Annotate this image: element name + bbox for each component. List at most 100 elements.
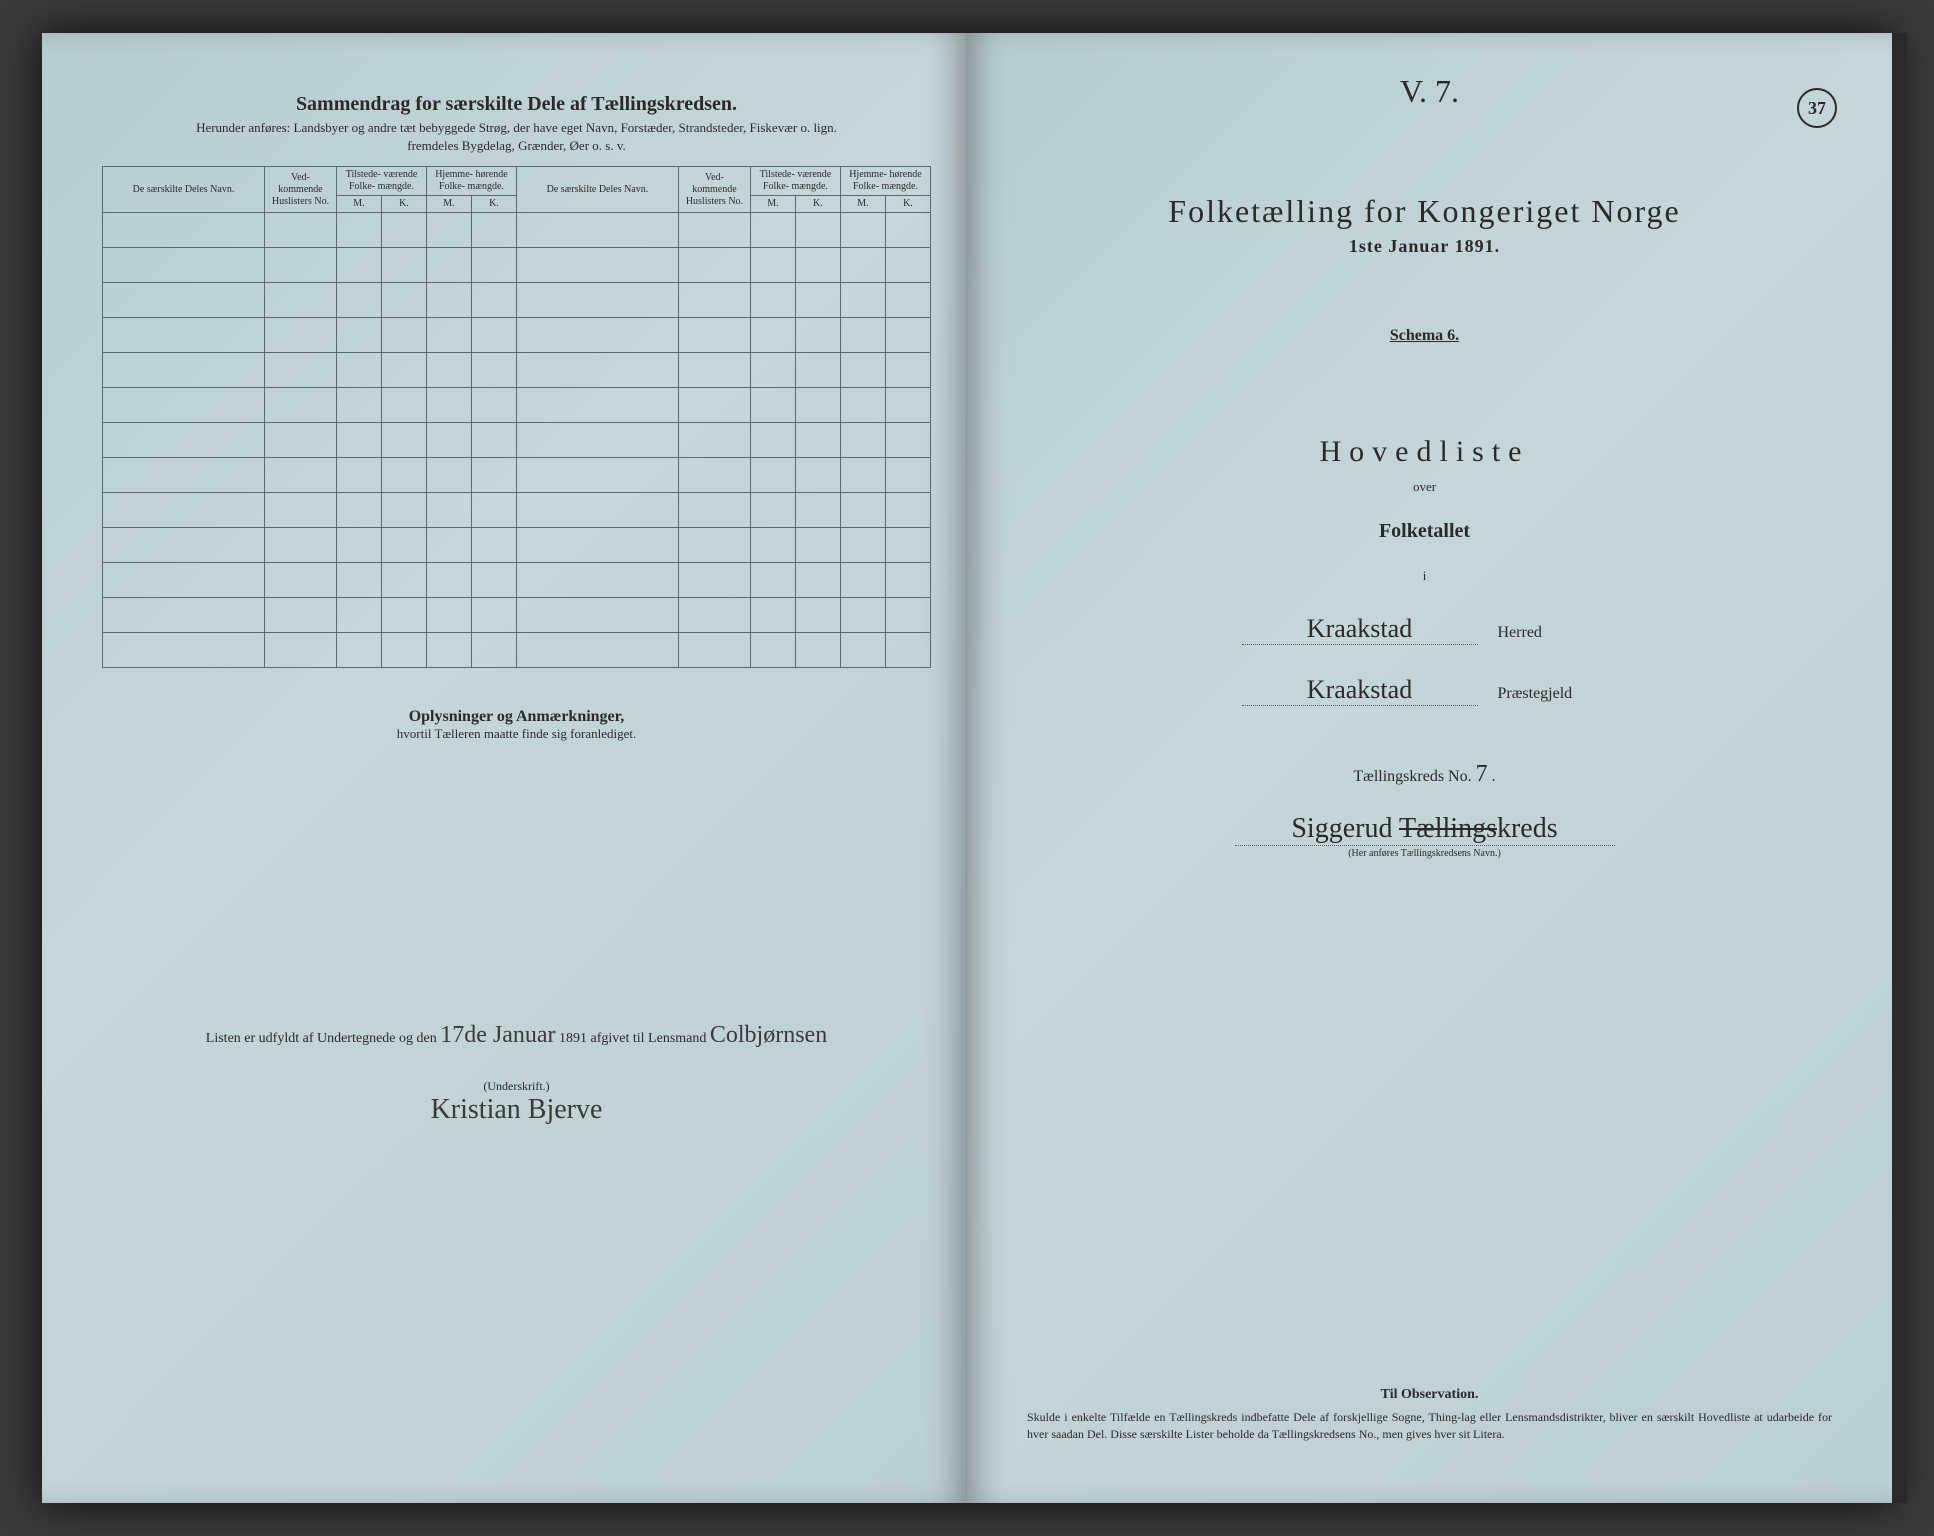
table-cell (103, 493, 265, 528)
table-cell (840, 318, 885, 353)
table-cell (471, 458, 516, 493)
table-cell (103, 598, 265, 633)
table-cell (840, 388, 885, 423)
listen-prefix: Listen er udfyldt af Undertegnede og den (206, 1031, 440, 1046)
summary-table: De særskilte Deles Navn. Ved- kommende H… (102, 166, 931, 668)
table-cell (516, 493, 678, 528)
table-cell (795, 388, 840, 423)
table-cell (426, 493, 471, 528)
table-cell (750, 318, 795, 353)
table-cell (678, 248, 750, 283)
table-cell (885, 248, 930, 283)
kreds-no: 7 (1476, 761, 1488, 787)
th-m-2: M. (426, 196, 471, 213)
oplys-sub: hvortil Tælleren maatte finde sig foranl… (102, 726, 931, 742)
table-cell (516, 598, 678, 633)
table-cell (103, 353, 265, 388)
table-cell (337, 633, 382, 668)
table-cell (885, 318, 930, 353)
table-cell (103, 283, 265, 318)
listen-date: 17de Januar (440, 1022, 555, 1048)
table-cell (750, 458, 795, 493)
table-cell (885, 353, 930, 388)
th-k-4: K. (885, 196, 930, 213)
table-row (103, 283, 931, 318)
praeste-label: Præstegjeld (1498, 685, 1608, 703)
th-tilstede-1: Tilstede- værende Folke- mængde. (337, 167, 427, 196)
table-cell (750, 423, 795, 458)
table-cell (381, 528, 426, 563)
table-cell (795, 248, 840, 283)
praeste-row: Kraakstad Præstegjeld (1017, 675, 1832, 706)
table-cell (381, 458, 426, 493)
lensmand-name: Colbjørnsen (710, 1022, 827, 1048)
table-cell (381, 318, 426, 353)
table-row (103, 598, 931, 633)
table-cell (795, 213, 840, 248)
table-cell (795, 283, 840, 318)
hand-top-annotation: V. 7. (1400, 73, 1459, 110)
summary-body (103, 213, 931, 668)
herred-value: Kraakstad (1242, 614, 1478, 645)
table-cell (750, 633, 795, 668)
table-cell (337, 318, 382, 353)
table-cell (337, 493, 382, 528)
table-cell (885, 458, 930, 493)
table-cell (103, 318, 265, 353)
table-cell (795, 353, 840, 388)
oplys-title: Oplysninger og Anmærkninger, (102, 708, 931, 726)
table-cell (103, 213, 265, 248)
table-cell (426, 423, 471, 458)
table-cell (678, 318, 750, 353)
table-cell (885, 388, 930, 423)
table-cell (750, 248, 795, 283)
table-cell (678, 633, 750, 668)
table-cell (516, 528, 678, 563)
table-cell (337, 353, 382, 388)
table-cell (103, 528, 265, 563)
table-cell (265, 248, 337, 283)
table-cell (750, 493, 795, 528)
left-page: Sammendrag for særskilte Dele af Tælling… (42, 33, 967, 1503)
th-husl-2: Ved- kommende Huslisters No. (678, 167, 750, 213)
kreds-label: Tællingskreds No. (1353, 768, 1471, 785)
table-cell (795, 633, 840, 668)
table-cell (840, 633, 885, 668)
table-cell (265, 493, 337, 528)
observation-block: Til Observation. Skulde i enkelte Tilfæl… (1027, 1387, 1832, 1443)
table-cell (337, 598, 382, 633)
table-cell (381, 633, 426, 668)
table-cell (426, 248, 471, 283)
book-spread: Sammendrag for særskilte Dele af Tælling… (42, 33, 1892, 1503)
table-cell (750, 213, 795, 248)
table-row (103, 563, 931, 598)
table-cell (840, 493, 885, 528)
table-cell (265, 353, 337, 388)
table-cell (750, 353, 795, 388)
table-cell (471, 528, 516, 563)
table-cell (103, 388, 265, 423)
table-row (103, 528, 931, 563)
table-cell (265, 213, 337, 248)
th-k-1: K. (381, 196, 426, 213)
table-cell (337, 213, 382, 248)
left-subtitle-2: fremdeles Bygdelag, Grænder, Øer o. s. v… (102, 138, 931, 154)
table-cell (516, 283, 678, 318)
table-cell (265, 318, 337, 353)
table-cell (337, 563, 382, 598)
th-m-1: M. (337, 196, 382, 213)
table-cell (337, 283, 382, 318)
kreds-caption: (Her anføres Tællingskredsens Navn.) (1017, 848, 1832, 859)
table-row (103, 423, 931, 458)
table-cell (750, 528, 795, 563)
table-cell (516, 318, 678, 353)
table-cell (381, 563, 426, 598)
table-row (103, 388, 931, 423)
listen-line: Listen er udfyldt af Undertegnede og den… (102, 1022, 931, 1049)
table-cell (426, 458, 471, 493)
table-cell (678, 563, 750, 598)
table-cell (426, 353, 471, 388)
table-cell (885, 493, 930, 528)
table-cell (265, 633, 337, 668)
table-cell (381, 388, 426, 423)
